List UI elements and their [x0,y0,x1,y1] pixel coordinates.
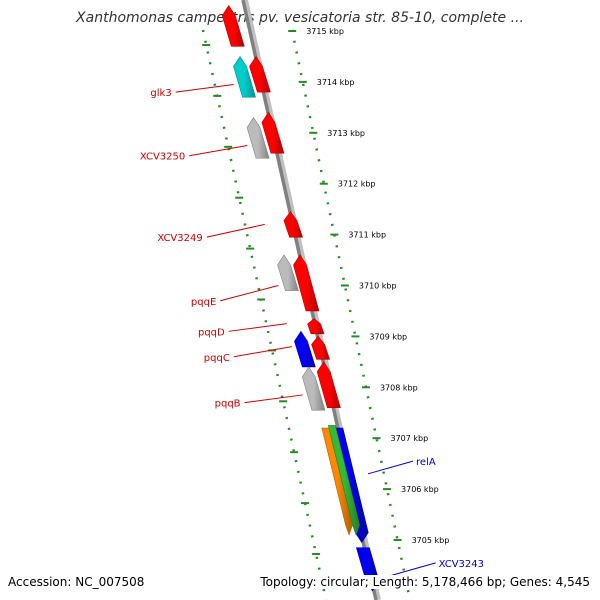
label-leader-8 [390,562,436,577]
label-leader-3 [220,285,279,302]
label-leader-1 [189,145,248,157]
left-ruler-line [201,29,328,600]
label-leader-0 [175,83,234,93]
gene-feature-14[interactable] [321,427,353,536]
gene-label-8[interactable]: XCV3243 [439,559,484,570]
tick-label-7: 3708 kbp [380,383,418,392]
labels-layer: glk3 XCV3250 XCV3249 pqqE pqqD pqqC pqqB relA XC… [140,83,484,577]
tick-label-4: 3711 kbp [348,231,386,240]
label-leader-4 [228,323,287,332]
gene-feature-15[interactable] [327,425,360,536]
gene-feature-3[interactable] [283,211,303,238]
accession-text: Accession: NC_007508 [8,575,145,589]
map-band [203,30,400,600]
gene-feature-5[interactable] [307,318,325,335]
tick-label-3: 3712 kbp [338,180,376,189]
tick-label-6: 3709 kbp [369,332,407,341]
gene-feature-6[interactable] [311,335,331,360]
gene-label-7[interactable]: relA [416,457,436,468]
gene-feature-8[interactable] [233,55,256,98]
gene-feature-9[interactable] [246,116,270,159]
tick-label-8: 3707 kbp [391,434,429,443]
gene-feature-2[interactable] [261,111,285,154]
gene-label-0[interactable]: glk3 [150,88,171,99]
label-leader-7 [367,460,414,475]
ticks-layer: 3715 kbp 3714 kbp 3713 kbp 3712 kbp 3711 kbp… [202,27,450,555]
gene-feature-10[interactable] [277,254,299,291]
right-ruler-line [290,29,412,600]
gene-label-4[interactable]: pqqD [198,327,225,338]
gene-feature-7[interactable] [316,361,341,408]
genome-summary-text: Topology: circular; Length: 5,178,466 bp… [260,575,590,589]
tick-label-10: 3705 kbp [412,536,450,545]
gene-feature-1[interactable] [249,55,271,93]
label-leader-2 [206,223,265,238]
gene-feature-11[interactable] [294,330,316,368]
gene-feature-4[interactable] [293,254,320,312]
map-title: Xanthomonas campestris pv. vesicatoria s… [76,10,524,26]
gene-label-1[interactable]: XCV3250 [140,152,185,163]
label-leader-5 [233,346,292,358]
gene-label-2[interactable]: XCV3249 [157,233,202,244]
tick-label-1: 3714 kbp [317,78,355,87]
gene-label-6[interactable]: pqqB [215,399,241,410]
label-leader-6 [244,394,303,404]
gene-label-5[interactable]: pqqC [204,353,230,364]
tick-label-2: 3713 kbp [327,129,365,138]
tick-label-5: 3710 kbp [359,282,397,291]
gene-label-3[interactable]: pqqE [191,297,216,308]
tick-label-0: 3715 kbp [306,27,344,36]
gene-feature-0[interactable] [221,4,245,47]
tick-label-9: 3706 kbp [401,485,439,494]
gene-feature-12[interactable] [302,366,326,411]
